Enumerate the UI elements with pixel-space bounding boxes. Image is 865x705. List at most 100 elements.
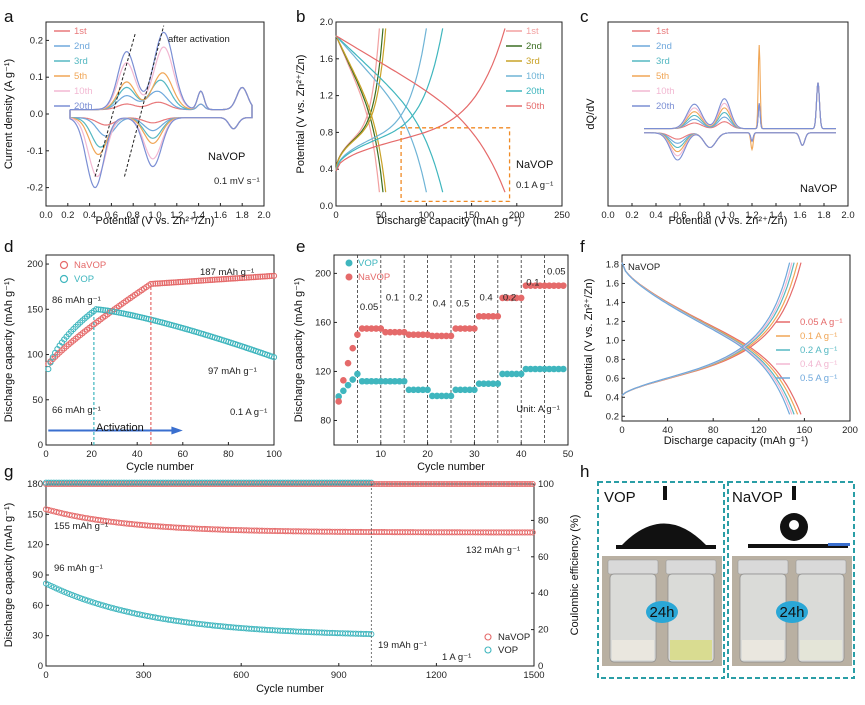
panel-d-navop-start-label: 86 mAh g⁻¹ <box>52 295 101 306</box>
data-point-vop <box>400 377 408 385</box>
panel-d-rate-label: 0.1 A g⁻¹ <box>230 407 267 418</box>
legend-label: NaVOP <box>358 272 390 283</box>
panel-e-xtick-label: 50 <box>563 449 574 460</box>
panel-a-xtick-label: 2.0 <box>257 210 270 221</box>
panel-d-ytick-label: 200 <box>27 259 43 270</box>
vial-liquid <box>670 640 712 660</box>
panel-g-ytick-label: 90 <box>32 570 43 581</box>
data-point-vop <box>115 309 123 316</box>
data-point-vop <box>485 380 492 388</box>
panel-e-xtick-label: 20 <box>422 449 433 460</box>
data-point-navop <box>545 282 553 289</box>
panel-g-xtick-label: 0 <box>43 670 48 681</box>
panel-d-ytick-label: 50 <box>32 395 43 406</box>
activation-arrow <box>123 25 165 177</box>
data-point-navop <box>527 282 534 289</box>
panel-f-ytick-label: 0.4 <box>606 392 619 403</box>
data-point-navop <box>259 273 266 280</box>
vial-cap <box>795 559 847 575</box>
data-point-navop <box>517 294 525 302</box>
rate-label: 0.05 <box>360 302 379 313</box>
vial-liquid <box>612 640 654 660</box>
dqdv-discharge-20th <box>644 132 836 161</box>
panel-c-xtick-label: 0.8 <box>697 210 710 221</box>
data-point-vop <box>335 393 342 400</box>
panel-a-xtick-label: 1.0 <box>148 210 161 221</box>
data-point-navop <box>494 312 502 320</box>
legend-label: 3rd <box>74 56 88 67</box>
panel-e-ytick-label: 120 <box>315 366 331 377</box>
data-point-vop <box>113 309 120 316</box>
panel-a-xtick-label: 0.2 <box>61 210 74 221</box>
data-point-navop <box>248 274 255 281</box>
cv-curve-1st <box>69 86 253 130</box>
rate-label: 0.2 <box>409 292 422 303</box>
vial-cap <box>607 559 659 575</box>
panel-d-ytick-label: 150 <box>27 304 43 315</box>
data-point-navop <box>166 279 173 286</box>
data-point-navop <box>207 276 214 284</box>
panel-b-rate-label: 0.1 A g⁻¹ <box>516 180 553 191</box>
panel-c-xtick-label: 1.0 <box>721 210 734 221</box>
dqdv-charge-20th <box>644 82 836 130</box>
panel-c-material-label: NaVOP <box>800 183 837 195</box>
data-point-vop <box>480 380 488 388</box>
data-point-vop <box>555 365 562 373</box>
legend-marker <box>345 273 353 281</box>
legend-label: 0.2 A g⁻¹ <box>800 345 837 356</box>
panel-g-ytick-label: 30 <box>32 631 43 642</box>
data-point-navop <box>211 276 218 283</box>
panel-f-ytick-label: 0.6 <box>606 373 619 384</box>
panel-b-ytick-label: 0.0 <box>320 201 333 212</box>
capacity-point-vop <box>74 593 81 600</box>
panel-c-frame <box>607 21 849 207</box>
rate-discharge-0.4 A g⁻¹ <box>621 262 793 415</box>
data-point-navop <box>170 279 177 286</box>
data-point-navop <box>229 275 237 282</box>
panel-g-vop-end-label: 19 mAh g⁻¹ <box>378 640 427 651</box>
data-point-vop <box>363 377 371 385</box>
data-point-vop <box>545 365 553 373</box>
rate-discharge-0.05 A g⁻¹ <box>621 262 802 415</box>
data-point-navop <box>225 275 232 282</box>
data-point-vop <box>368 377 375 385</box>
panel-c-xtick-label: 0.4 <box>649 210 662 221</box>
panel-b-xtick-label: 0 <box>333 210 338 221</box>
panel-a-xtick-label: 1.2 <box>170 210 183 221</box>
data-point-navop <box>349 344 357 352</box>
data-point-navop <box>513 294 520 302</box>
data-point-vop <box>349 376 357 383</box>
cv-curve-5th <box>69 72 253 156</box>
legend-marker <box>484 646 492 654</box>
panel-g-frame <box>45 483 535 667</box>
panel-e-xtick-label: 40 <box>516 449 527 460</box>
data-point-navop <box>555 282 562 289</box>
panel-d-vop-start-label: 66 mAh g⁻¹ <box>52 405 101 416</box>
data-point-vop <box>372 377 380 385</box>
data-point-vop <box>396 377 403 385</box>
rate-discharge-0.2 A g⁻¹ <box>621 262 795 415</box>
panel-d-ytick-label: 0 <box>38 440 43 451</box>
legend-label: 3rd <box>656 56 670 67</box>
data-point-navop <box>152 280 159 287</box>
data-point-vop <box>452 386 459 394</box>
data-point-vop <box>541 365 548 373</box>
panel-e-xtick-label: 30 <box>469 449 480 460</box>
panel-c-xtick-label: 1.4 <box>769 210 782 221</box>
data-point-vop <box>270 354 278 361</box>
data-point-navop <box>391 328 399 336</box>
panel-g-ytick-label: 180 <box>27 479 43 490</box>
panel-a-ylabel: Current density (A g⁻¹) <box>3 59 15 169</box>
data-point-navop <box>161 279 168 287</box>
panel-b-ytick-label: 0.4 <box>320 164 333 175</box>
data-point-navop <box>241 274 248 281</box>
droplet-highlight <box>789 520 799 530</box>
navop-time-label: 24h <box>779 604 804 621</box>
panel-f-material-label: NaVOP <box>628 262 660 273</box>
data-point-navop <box>168 279 175 286</box>
data-point-vop <box>443 392 450 400</box>
legend-label: 20th <box>526 86 545 97</box>
legend-label: 0.05 A g⁻¹ <box>800 317 843 328</box>
data-point-vop <box>45 365 52 373</box>
panel-d-navop-end-label: 187 mAh g⁻¹ <box>200 267 254 278</box>
